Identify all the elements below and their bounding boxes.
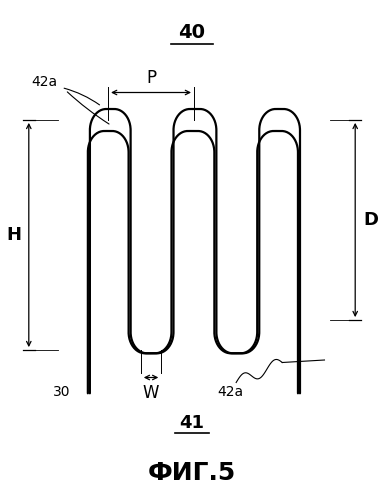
Text: 30: 30 xyxy=(53,386,70,400)
Text: 41: 41 xyxy=(179,414,205,432)
Text: ФИГ.5: ФИГ.5 xyxy=(148,460,236,484)
Text: 42a: 42a xyxy=(217,386,243,400)
Text: 40: 40 xyxy=(179,23,205,42)
Text: 42a: 42a xyxy=(31,76,57,90)
Text: P: P xyxy=(146,70,156,87)
Text: D: D xyxy=(364,211,379,229)
Text: W: W xyxy=(143,384,159,402)
Text: H: H xyxy=(6,226,21,244)
